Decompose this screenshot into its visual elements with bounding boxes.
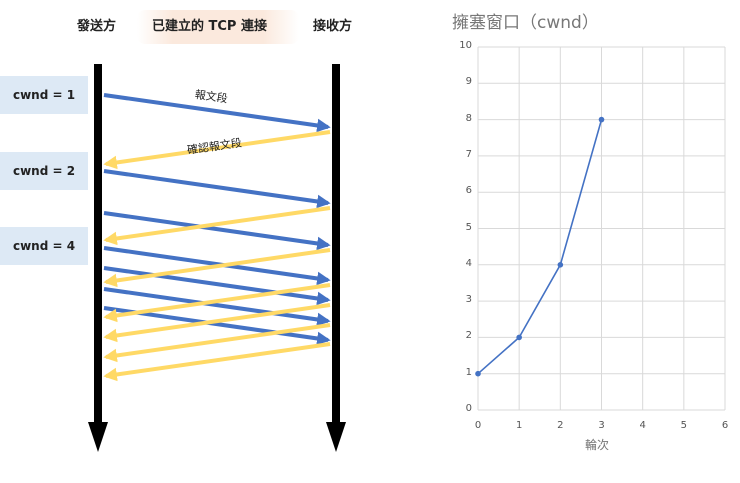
data-point <box>475 370 481 377</box>
cwnd-box-3: cwnd = 4 <box>0 227 88 265</box>
x-axis-label: 輪次 <box>585 438 610 452</box>
x-tick-label: 4 <box>639 420 646 431</box>
ack-arrow <box>103 206 331 246</box>
x-tick-label: 6 <box>721 420 729 431</box>
ack-arrow <box>103 342 331 382</box>
ack-arrow <box>103 283 331 323</box>
data-point <box>598 116 605 123</box>
x-tick-label: 1 <box>515 420 523 431</box>
receiver-label: 接收方 <box>313 19 353 34</box>
y-tick-label: 8 <box>465 112 472 124</box>
y-tick-label: 9 <box>465 76 472 88</box>
x-tick-label: 3 <box>598 420 605 431</box>
segment-arrow <box>103 93 331 133</box>
y-tick-label: 7 <box>465 148 472 160</box>
segment-arrow <box>103 211 331 251</box>
y-tick-label: 4 <box>465 257 472 269</box>
y-tick-label: 5 <box>465 221 472 233</box>
connection-label: 已建立的 TCP 連接 <box>152 19 267 34</box>
cwnd-box-1: cwnd = 1 <box>0 76 88 114</box>
ack-arrow <box>103 248 331 288</box>
chart-title: 擁塞窗口（cwnd） <box>452 13 599 33</box>
sender-timeline <box>88 64 108 452</box>
cwnd-box-2: cwnd = 2 <box>0 152 88 190</box>
y-tick-label: 10 <box>459 40 472 51</box>
y-tick-label: 0 <box>465 403 472 414</box>
y-tick-label: 2 <box>465 330 472 342</box>
x-tick-label: 0 <box>474 420 482 431</box>
y-tick-label: 6 <box>465 185 472 197</box>
series-line <box>477 119 603 375</box>
connection-banner <box>137 10 299 44</box>
ack-arrow <box>103 303 331 343</box>
segment-arrow <box>103 169 331 209</box>
segment-arrow <box>103 246 331 286</box>
x-tick-label: 5 <box>680 420 688 431</box>
segment-arrow <box>103 266 331 306</box>
y-tick-label: 1 <box>465 366 472 378</box>
data-point <box>516 334 522 341</box>
segment-arrow <box>103 287 331 327</box>
ack-arrow <box>103 130 331 170</box>
ack-arrow <box>103 323 331 363</box>
data-point <box>557 262 564 268</box>
receiver-timeline <box>326 64 346 452</box>
y-tick-label: 3 <box>465 294 472 306</box>
sender-label: 發送方 <box>77 19 117 34</box>
x-tick-label: 2 <box>557 420 564 431</box>
